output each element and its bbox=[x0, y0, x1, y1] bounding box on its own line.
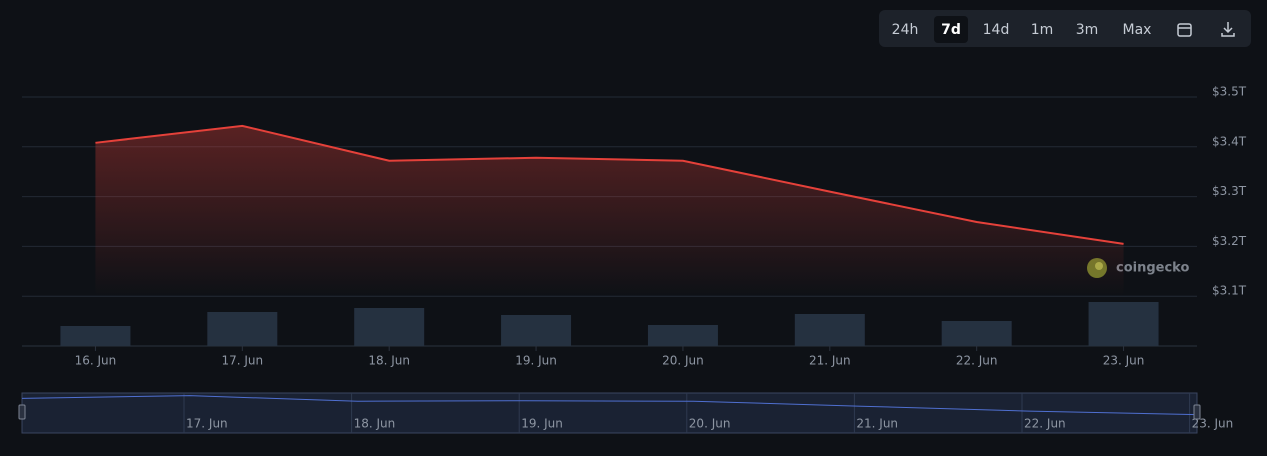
volume-bar bbox=[60, 326, 131, 346]
y-tick-label: $3.3T bbox=[1212, 184, 1247, 198]
active-button-bg bbox=[934, 16, 968, 43]
range-button[interactable]: Max bbox=[1123, 22, 1152, 38]
x-tick-label: 18. Jun bbox=[368, 354, 410, 368]
range-button[interactable]: 7d bbox=[934, 16, 968, 43]
x-tick-label: 19. Jun bbox=[515, 354, 557, 368]
area bbox=[95, 125, 1124, 297]
download-button[interactable] bbox=[1221, 22, 1235, 37]
x-tick-label: 23. Jun bbox=[1103, 354, 1145, 368]
y-tick-label: $3.5T bbox=[1212, 85, 1247, 99]
line bbox=[95, 124, 1124, 245]
navigator-label: 23. Jun bbox=[1192, 417, 1234, 431]
volume-bar bbox=[794, 314, 865, 346]
y-tick-label: $3.2T bbox=[1212, 234, 1247, 248]
range-button[interactable]: 24h bbox=[892, 22, 919, 38]
volume-bar bbox=[501, 315, 572, 346]
navigator[interactable] bbox=[21, 392, 1198, 434]
range-button-label: 7d bbox=[941, 22, 961, 38]
range-button-label: 24h bbox=[892, 22, 919, 38]
range-button[interactable]: 1m bbox=[1031, 22, 1054, 38]
range-button[interactable]: 3m bbox=[1076, 22, 1099, 38]
x-tick-label: 20. Jun bbox=[662, 354, 704, 368]
navigator-label: 19. Jun bbox=[521, 417, 563, 431]
navigator-label: 20. Jun bbox=[689, 417, 731, 431]
x-tick-label: 17. Jun bbox=[221, 354, 263, 368]
navigator-handle[interactable] bbox=[18, 404, 26, 420]
navigator-label: 17. Jun bbox=[186, 417, 228, 431]
y-tick-label: $3.1T bbox=[1212, 284, 1247, 298]
volume-bar bbox=[207, 312, 278, 346]
range-button-label: 1m bbox=[1031, 22, 1054, 38]
navigator-label: 22. Jun bbox=[1024, 417, 1066, 431]
calendar-button[interactable] bbox=[1177, 23, 1192, 37]
navigator-label: 21. Jun bbox=[856, 417, 898, 431]
volume-bar bbox=[941, 321, 1012, 346]
x-tick-label: 16. Jun bbox=[75, 354, 117, 368]
x-tick-label: 22. Jun bbox=[956, 354, 998, 368]
range-button-label: Max bbox=[1123, 22, 1152, 38]
y-tick-label: $3.4T bbox=[1212, 134, 1247, 148]
navigator-line bbox=[21, 395, 1198, 416]
x-tick-label: 21. Jun bbox=[809, 354, 851, 368]
volume-bar bbox=[1088, 302, 1159, 346]
navigator-handle[interactable] bbox=[1193, 404, 1201, 420]
range-button-label: 3m bbox=[1076, 22, 1099, 38]
watermark-text: coingecko bbox=[1116, 261, 1189, 276]
volume-bar bbox=[354, 308, 425, 346]
range-button-label: 14d bbox=[983, 22, 1010, 38]
navigator-label: 18. Jun bbox=[354, 417, 396, 431]
volume-bar bbox=[647, 325, 718, 346]
toolbar bbox=[879, 10, 1251, 47]
range-button[interactable]: 14d bbox=[983, 22, 1010, 38]
